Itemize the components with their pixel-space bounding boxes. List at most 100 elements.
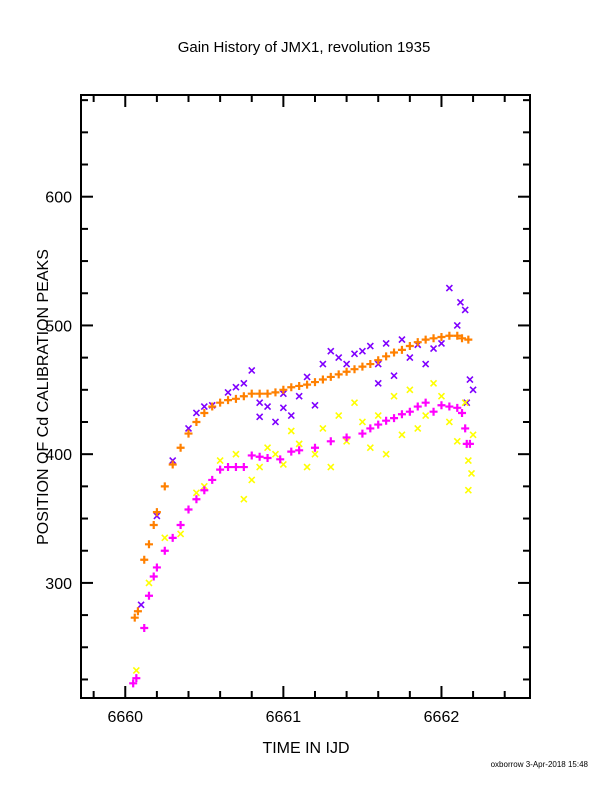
data-point — [326, 372, 335, 381]
axis-ticks: 6660 6661 6662 300 400 500 600 — [45, 95, 530, 726]
data-point — [279, 385, 288, 394]
data-point — [350, 399, 359, 407]
data-point — [334, 370, 343, 379]
data-point — [467, 469, 476, 478]
data-point — [469, 431, 477, 439]
data-point — [287, 411, 295, 420]
data-point — [271, 450, 280, 458]
data-point — [366, 342, 374, 350]
x-axis-label: TIME IN IJD — [262, 740, 349, 757]
data-point — [458, 334, 467, 343]
data-point — [358, 347, 366, 355]
data-point — [200, 408, 209, 417]
data-point — [132, 674, 141, 683]
data-point — [421, 335, 430, 344]
data-point — [303, 380, 312, 389]
data-point — [216, 457, 224, 465]
data-point — [287, 427, 295, 435]
data-point — [390, 414, 399, 423]
data-point — [192, 495, 201, 504]
data-point — [465, 439, 474, 448]
data-point — [295, 440, 303, 448]
data-point — [310, 378, 319, 387]
data-point — [224, 463, 233, 472]
data-point — [152, 508, 161, 517]
data-point — [464, 486, 472, 494]
data-point — [149, 572, 158, 581]
data-point — [390, 348, 399, 357]
data-point — [382, 352, 391, 361]
series-peak-2-raw — [132, 379, 477, 675]
data-point — [310, 443, 319, 452]
y-tick-label: 600 — [45, 190, 72, 207]
data-point — [374, 420, 383, 429]
data-point — [192, 489, 200, 497]
data-point — [374, 356, 383, 365]
data-point — [342, 433, 351, 442]
data-point — [224, 396, 233, 405]
data-point — [463, 399, 471, 407]
data-point — [366, 424, 375, 433]
data-point — [358, 429, 367, 438]
data-point — [335, 354, 343, 362]
data-point — [161, 534, 169, 542]
data-point — [405, 342, 414, 351]
data-point — [256, 463, 264, 471]
data-point — [437, 392, 446, 400]
data-point — [232, 383, 240, 391]
data-point — [287, 383, 296, 392]
data-point — [168, 460, 177, 469]
data-point — [461, 424, 470, 433]
footer-stamp: oxborrow 3-Apr-2018 15:48 — [491, 760, 589, 769]
data-point — [382, 416, 391, 425]
data-point — [255, 389, 264, 398]
data-point — [456, 298, 465, 306]
data-point — [461, 399, 469, 407]
data-point — [406, 354, 414, 362]
data-point — [232, 450, 240, 458]
data-point — [429, 407, 438, 416]
data-point — [271, 418, 280, 426]
data-point — [144, 540, 153, 549]
x-tick-label: 6661 — [266, 709, 302, 726]
data-point — [466, 375, 474, 384]
data-point — [279, 460, 287, 469]
data-point — [303, 373, 311, 381]
data-point — [382, 339, 390, 348]
data-point — [319, 360, 327, 368]
data-point — [263, 454, 272, 463]
data-point — [216, 398, 225, 407]
data-point — [414, 424, 422, 432]
data-point — [168, 533, 177, 542]
data-point — [390, 392, 398, 400]
data-point — [437, 333, 446, 342]
data-point — [469, 386, 477, 394]
data-point — [132, 666, 140, 675]
data-point — [239, 463, 248, 472]
data-point — [437, 401, 446, 410]
y-tick-label: 500 — [45, 318, 72, 335]
data-point — [464, 335, 473, 344]
data-point — [160, 546, 169, 555]
data-point — [458, 408, 467, 417]
data-point — [335, 411, 343, 420]
data-point — [453, 321, 461, 330]
data-point — [144, 591, 153, 600]
data-point — [287, 447, 296, 456]
data-point — [445, 418, 453, 426]
data-point — [461, 306, 469, 314]
data-point — [413, 402, 422, 411]
data-point — [382, 450, 390, 458]
data-point — [343, 360, 351, 368]
data-point — [200, 486, 209, 495]
data-point — [263, 444, 272, 452]
chart-title: Gain History of JMX1, revolution 1935 — [178, 39, 431, 56]
data-point — [263, 402, 272, 411]
data-point — [192, 409, 200, 417]
data-point — [256, 413, 264, 421]
data-point — [140, 555, 149, 564]
data-point — [137, 601, 145, 609]
data-point — [208, 475, 217, 484]
series-peak-1-raw — [137, 284, 477, 609]
data-point — [248, 366, 256, 375]
